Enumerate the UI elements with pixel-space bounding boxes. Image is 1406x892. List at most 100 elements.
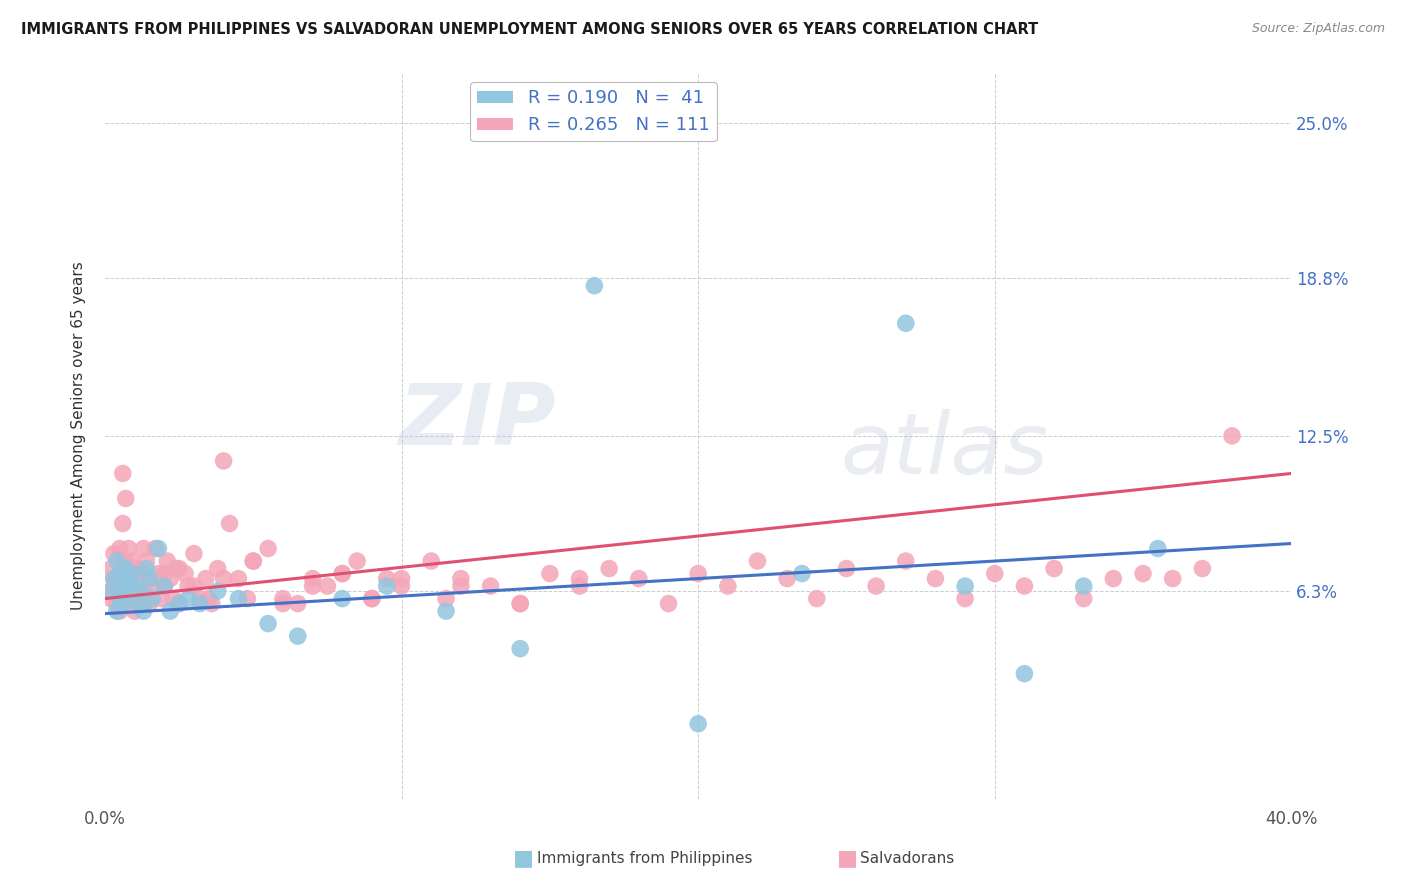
Point: [1161, 572, 1184, 586]
Point: [301, 579, 323, 593]
Text: IMMIGRANTS FROM PHILIPPINES VS SALVADORAN UNEMPLOYMENT AMONG SENIORS OVER 65 YEA: IMMIGRANTS FROM PHILIPPINES VS SALVADORA…: [21, 22, 1039, 37]
Point: [568, 572, 591, 586]
Point: [105, 572, 128, 586]
Point: [183, 579, 205, 593]
Point: [717, 579, 740, 593]
Text: ■: ■: [513, 848, 534, 868]
Point: [132, 541, 155, 556]
Point: [132, 579, 155, 593]
Point: [108, 541, 131, 556]
Point: [688, 716, 710, 731]
Point: [124, 604, 146, 618]
Point: [153, 579, 176, 593]
Point: [138, 572, 160, 586]
Point: [105, 604, 128, 618]
Point: [156, 554, 179, 568]
Point: [167, 561, 190, 575]
Y-axis label: Unemployment Among Seniors over 65 years: Unemployment Among Seniors over 65 years: [72, 261, 86, 610]
Point: [121, 554, 143, 568]
Point: [111, 516, 134, 531]
Text: ZIP: ZIP: [398, 380, 555, 463]
Point: [1191, 561, 1213, 575]
Point: [201, 597, 224, 611]
Point: [118, 566, 141, 581]
Point: [747, 554, 769, 568]
Point: [111, 561, 134, 575]
Point: [450, 572, 472, 586]
Point: [287, 597, 309, 611]
Point: [583, 278, 606, 293]
Point: [271, 597, 294, 611]
Point: [1014, 579, 1036, 593]
Point: [111, 591, 134, 606]
Point: [141, 591, 163, 606]
Point: [391, 579, 413, 593]
Point: [150, 591, 173, 606]
Point: [301, 572, 323, 586]
Point: [1073, 579, 1095, 593]
Point: [108, 604, 131, 618]
Point: [598, 561, 620, 575]
Point: [153, 579, 176, 593]
Point: [509, 597, 531, 611]
Point: [627, 572, 650, 586]
Point: [434, 604, 457, 618]
Point: [924, 572, 946, 586]
Point: [159, 604, 181, 618]
Text: ■: ■: [837, 848, 858, 868]
Point: [242, 554, 264, 568]
Point: [375, 572, 398, 586]
Point: [330, 566, 353, 581]
Point: [141, 579, 163, 593]
Point: [1132, 566, 1154, 581]
Point: [135, 554, 157, 568]
Point: [108, 566, 131, 581]
Point: [236, 591, 259, 606]
Point: [1043, 561, 1066, 575]
Point: [657, 597, 679, 611]
Point: [212, 572, 235, 586]
Point: [330, 566, 353, 581]
Point: [228, 572, 250, 586]
Point: [129, 597, 152, 611]
Point: [145, 541, 167, 556]
Point: [1014, 666, 1036, 681]
Point: [242, 554, 264, 568]
Point: [138, 572, 160, 586]
Point: [568, 579, 591, 593]
Point: [894, 554, 917, 568]
Point: [207, 561, 229, 575]
Point: [198, 591, 221, 606]
Point: [188, 591, 211, 606]
Point: [375, 579, 398, 593]
Point: [894, 316, 917, 330]
Point: [420, 554, 443, 568]
Point: [479, 579, 502, 593]
Point: [1147, 541, 1170, 556]
Point: [111, 579, 134, 593]
Point: [167, 597, 190, 611]
Point: [138, 597, 160, 611]
Point: [257, 616, 280, 631]
Point: [103, 579, 125, 593]
Point: [127, 561, 149, 575]
Point: [538, 566, 561, 581]
Text: atlas: atlas: [841, 409, 1049, 491]
Point: [127, 591, 149, 606]
Point: [1220, 429, 1243, 443]
Point: [218, 516, 240, 531]
Point: [114, 586, 136, 600]
Point: [1102, 572, 1125, 586]
Point: [127, 597, 149, 611]
Point: [434, 591, 457, 606]
Point: [105, 597, 128, 611]
Point: [132, 604, 155, 618]
Text: Immigrants from Philippines: Immigrants from Philippines: [537, 851, 752, 865]
Point: [953, 591, 976, 606]
Point: [114, 554, 136, 568]
Point: [138, 572, 160, 586]
Point: [316, 579, 339, 593]
Point: [835, 561, 858, 575]
Point: [118, 541, 141, 556]
Point: [509, 597, 531, 611]
